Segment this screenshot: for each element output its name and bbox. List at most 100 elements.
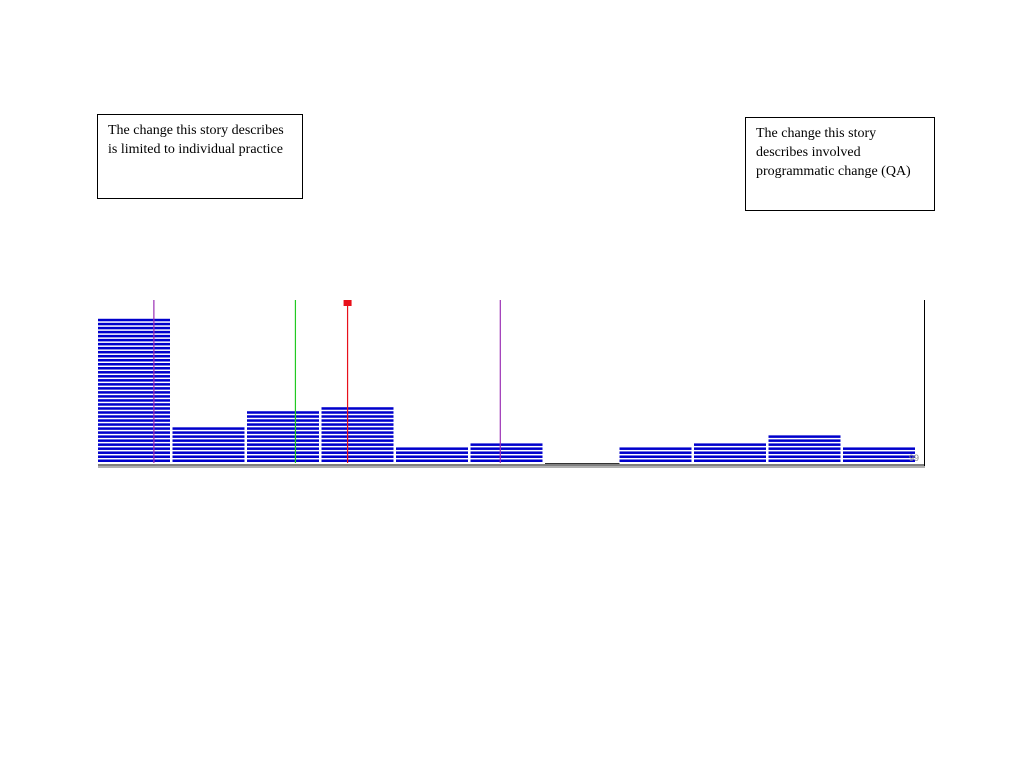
bar-unit	[98, 330, 170, 334]
bar-unit	[98, 431, 170, 434]
bar-unit	[321, 407, 394, 410]
bar-unit	[694, 459, 766, 462]
bar-unit	[172, 451, 245, 454]
bar-unit	[247, 411, 319, 414]
bar-unit	[843, 455, 915, 458]
bar-unit	[247, 447, 319, 450]
bar-unit	[694, 455, 766, 458]
bar-unit	[98, 342, 170, 346]
bar-9	[694, 443, 766, 462]
bar-unit	[98, 326, 170, 330]
bar-unit	[98, 447, 170, 450]
bar-unit	[172, 439, 245, 442]
bar-3	[247, 411, 319, 462]
bar-unit	[98, 395, 170, 398]
bar-4	[321, 407, 394, 462]
bar-unit	[98, 387, 170, 390]
bar-unit	[98, 375, 170, 378]
bar-unit	[172, 455, 245, 458]
bar-unit	[247, 451, 319, 454]
markers-layer	[153, 300, 501, 463]
bar-unit	[619, 455, 692, 458]
bar-unit	[768, 439, 841, 442]
bar-unit	[98, 415, 170, 418]
bar-unit	[98, 411, 170, 414]
bar-unit	[321, 447, 394, 450]
bar-unit	[172, 427, 245, 430]
bar-unit	[98, 367, 170, 370]
bar-unit	[321, 411, 394, 414]
annotation-right: The change this story describes involved…	[745, 117, 935, 211]
bar-unit	[172, 435, 245, 438]
bar-unit	[98, 407, 170, 410]
bar-unit	[98, 383, 170, 386]
bar-unit	[172, 447, 245, 450]
bar-unit	[247, 431, 319, 434]
bar-8	[619, 447, 692, 462]
bar-unit	[470, 443, 543, 446]
bar-unit	[470, 451, 543, 454]
bar-unit	[321, 459, 394, 462]
bar-unit	[396, 447, 468, 450]
bar-10	[768, 435, 841, 462]
bar-unit	[98, 423, 170, 426]
bar-unit	[98, 318, 170, 322]
bar-6	[470, 443, 543, 462]
bar-unit	[247, 427, 319, 430]
bar-unit	[98, 403, 170, 406]
bar-unit	[321, 451, 394, 454]
bar-unit	[396, 455, 468, 458]
bar-unit	[321, 427, 394, 430]
end-label: 99	[909, 453, 919, 463]
bar-11	[843, 447, 915, 462]
bar-unit	[98, 350, 170, 354]
bar-unit	[843, 459, 915, 462]
bar-unit	[98, 358, 170, 362]
bar-unit	[98, 391, 170, 394]
bar-unit	[470, 455, 543, 458]
bar-unit	[768, 447, 841, 450]
bar-unit	[98, 322, 170, 326]
bar-unit	[321, 431, 394, 434]
bar-unit	[247, 423, 319, 426]
bar-unit	[98, 419, 170, 422]
bar-unit	[768, 459, 841, 462]
bar-unit	[843, 447, 915, 450]
bar-unit	[98, 399, 170, 402]
bar-unit	[321, 423, 394, 426]
bar-1	[98, 318, 170, 462]
bar-unit	[98, 443, 170, 446]
bar-unit	[98, 459, 170, 462]
bar-unit	[98, 338, 170, 342]
bar-unit	[172, 431, 245, 434]
bar-unit	[619, 459, 692, 462]
bar-unit	[247, 439, 319, 442]
marker-cap-3	[343, 300, 352, 306]
bar-unit	[98, 427, 170, 430]
bar-unit	[247, 455, 319, 458]
bar-unit	[98, 379, 170, 382]
bar-unit	[768, 451, 841, 454]
bar-unit	[321, 443, 394, 446]
bar-unit	[321, 439, 394, 442]
bar-unit	[694, 443, 766, 446]
bar-unit	[321, 455, 394, 458]
bar-unit	[768, 455, 841, 458]
bar-unit	[768, 435, 841, 438]
bar-unit	[247, 415, 319, 418]
bar-unit	[98, 371, 170, 374]
bar-unit	[98, 346, 170, 350]
bar-unit	[396, 459, 468, 462]
bar-2	[172, 427, 245, 462]
bar-unit	[470, 447, 543, 450]
bar-unit	[172, 443, 245, 446]
bar-unit	[247, 443, 319, 446]
bar-unit	[247, 419, 319, 422]
bar-unit	[843, 451, 915, 454]
annotation-left: The change this story describes is limit…	[97, 114, 303, 199]
bar-unit	[98, 354, 170, 358]
bar-unit	[321, 419, 394, 422]
bar-unit	[321, 435, 394, 438]
bar-unit	[247, 459, 319, 462]
